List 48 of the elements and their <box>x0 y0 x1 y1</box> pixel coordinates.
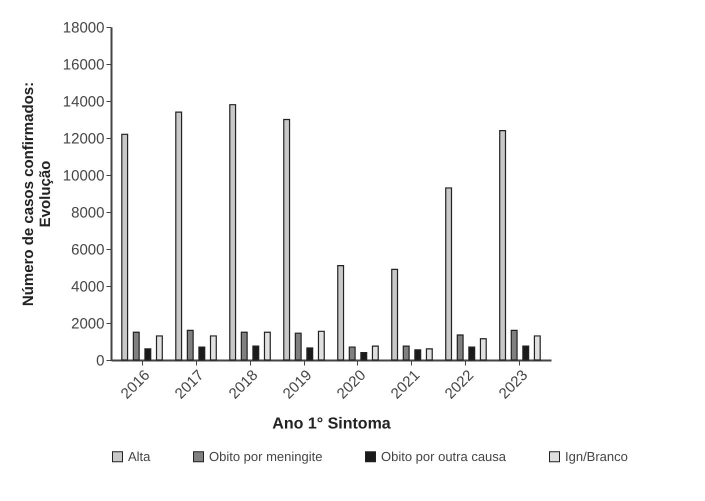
bar <box>294 332 302 361</box>
legend-label: Obito por meningite <box>209 448 322 464</box>
bar <box>198 346 206 361</box>
bar <box>372 346 379 361</box>
bar <box>252 346 260 361</box>
y-tick-label: 16000 <box>62 56 104 74</box>
y-tick-label: 6000 <box>71 242 104 258</box>
bar <box>414 349 422 361</box>
bar <box>391 268 398 361</box>
bar <box>306 347 314 361</box>
y-tick-label: 14000 <box>62 94 104 110</box>
bar <box>510 330 518 361</box>
y-tick-label: 4000 <box>71 278 104 296</box>
bar <box>337 265 344 361</box>
bar <box>468 346 476 361</box>
bar <box>283 118 290 361</box>
bar <box>445 187 452 361</box>
bar <box>426 348 433 361</box>
bar <box>348 346 356 361</box>
y-tick-label: 12000 <box>62 130 104 148</box>
legend-label: Alta <box>128 448 152 464</box>
bar <box>264 332 271 361</box>
y-tick-label: 8000 <box>71 204 104 222</box>
bar <box>360 352 368 361</box>
bar <box>144 348 152 361</box>
bar <box>175 112 182 361</box>
bar <box>210 335 217 361</box>
bar <box>132 332 140 361</box>
bar <box>522 346 530 361</box>
y-axis-title: Número de casos confirmados: Evolução <box>20 82 54 306</box>
bar <box>229 104 236 361</box>
bar <box>402 346 410 361</box>
legend-label: Obito por outra causa <box>381 448 507 464</box>
bar <box>456 334 464 361</box>
y-tick-label: 10000 <box>62 168 104 184</box>
legend-label: Ign/Branco <box>565 448 628 464</box>
x-axis-title: Ano 1° Sintoma <box>272 416 391 433</box>
bar <box>534 335 541 361</box>
bar <box>240 332 248 361</box>
y-tick-label: 18000 <box>62 20 104 36</box>
bar <box>121 134 128 361</box>
bar <box>480 338 487 361</box>
y-tick-label: 2000 <box>71 316 104 332</box>
bar <box>156 335 163 361</box>
bar <box>186 330 194 361</box>
bar <box>318 330 325 361</box>
bar <box>499 130 506 361</box>
y-tick-label: 0 <box>96 352 104 370</box>
